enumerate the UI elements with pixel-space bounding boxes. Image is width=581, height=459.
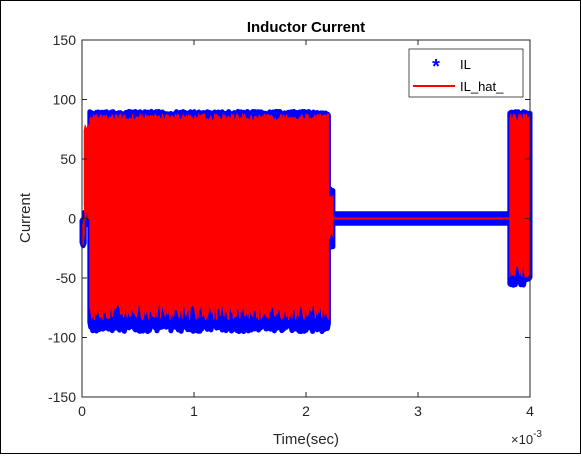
x-tick-label: 3 xyxy=(414,403,422,419)
series-il-hat--segment xyxy=(327,195,334,240)
x-multiplier-exponent: -3 xyxy=(533,429,542,440)
y-tick-label: 50 xyxy=(60,151,76,167)
y-tick-label: 150 xyxy=(53,32,77,48)
y-tick-label: -150 xyxy=(48,389,76,405)
y-tick-label: 0 xyxy=(68,211,76,227)
plot-area xyxy=(79,108,533,335)
axis-ticks: 0 1 2 3 4 150 100 50 0 -50 -100 -150 xyxy=(48,32,534,419)
series-il-hat--segment xyxy=(83,123,91,221)
x-multiplier-base: ×10 xyxy=(511,432,533,447)
legend-il-hat-label: IL_hat_ xyxy=(460,79,504,94)
x-axis-multiplier: ×10-3 xyxy=(511,429,542,447)
y-axis-label: Current xyxy=(17,192,34,243)
legend: * IL IL_hat_ xyxy=(408,48,524,98)
x-tick-label: 2 xyxy=(302,403,310,419)
x-tick-label: 4 xyxy=(526,403,534,419)
series-il-hat--segment xyxy=(89,113,329,321)
chart-title: Inductor Current xyxy=(247,19,365,36)
legend-box xyxy=(408,48,524,98)
legend-il-marker: * xyxy=(432,56,440,78)
x-tick-label: 0 xyxy=(78,403,86,419)
y-tick-label: -100 xyxy=(48,330,76,346)
x-axis-label: Time(sec) xyxy=(273,431,339,448)
x-tick-label: 1 xyxy=(190,403,198,419)
y-tick-label: 100 xyxy=(53,92,77,108)
legend-il-label: IL xyxy=(460,57,471,72)
series-il-hat--segment xyxy=(509,113,531,279)
y-tick-label: -50 xyxy=(56,270,76,286)
